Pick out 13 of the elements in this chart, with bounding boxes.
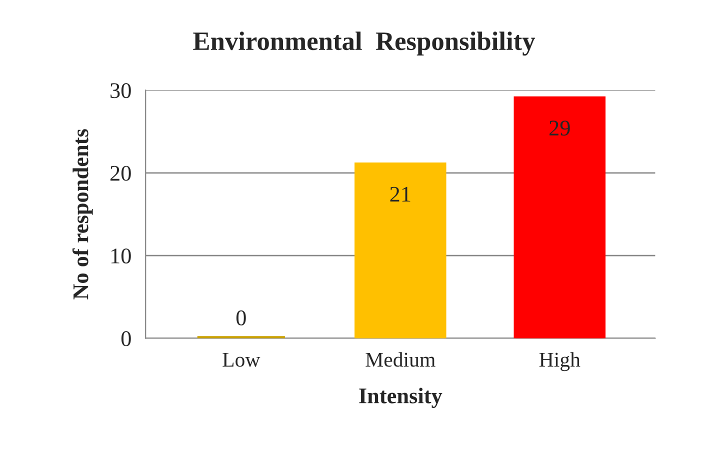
data-label: 29 [550,120,570,136]
chart-title: Environmental Responsibility [193,32,536,56]
x-axis-title: Intensity [359,388,442,408]
y-tick-label: 20 [110,166,131,181]
y-tick-label: 0 [121,331,131,346]
data-label: 0 [236,310,246,326]
x-tick-label: High [539,352,580,372]
y-axis-title: No of respondents [72,129,93,300]
y-tick-label: 30 [110,83,131,98]
y-tick-label: 10 [111,248,131,264]
x-tick-label: Low [222,352,260,367]
data-label: 21 [390,186,410,202]
x-tick-label: Medium [366,352,436,367]
